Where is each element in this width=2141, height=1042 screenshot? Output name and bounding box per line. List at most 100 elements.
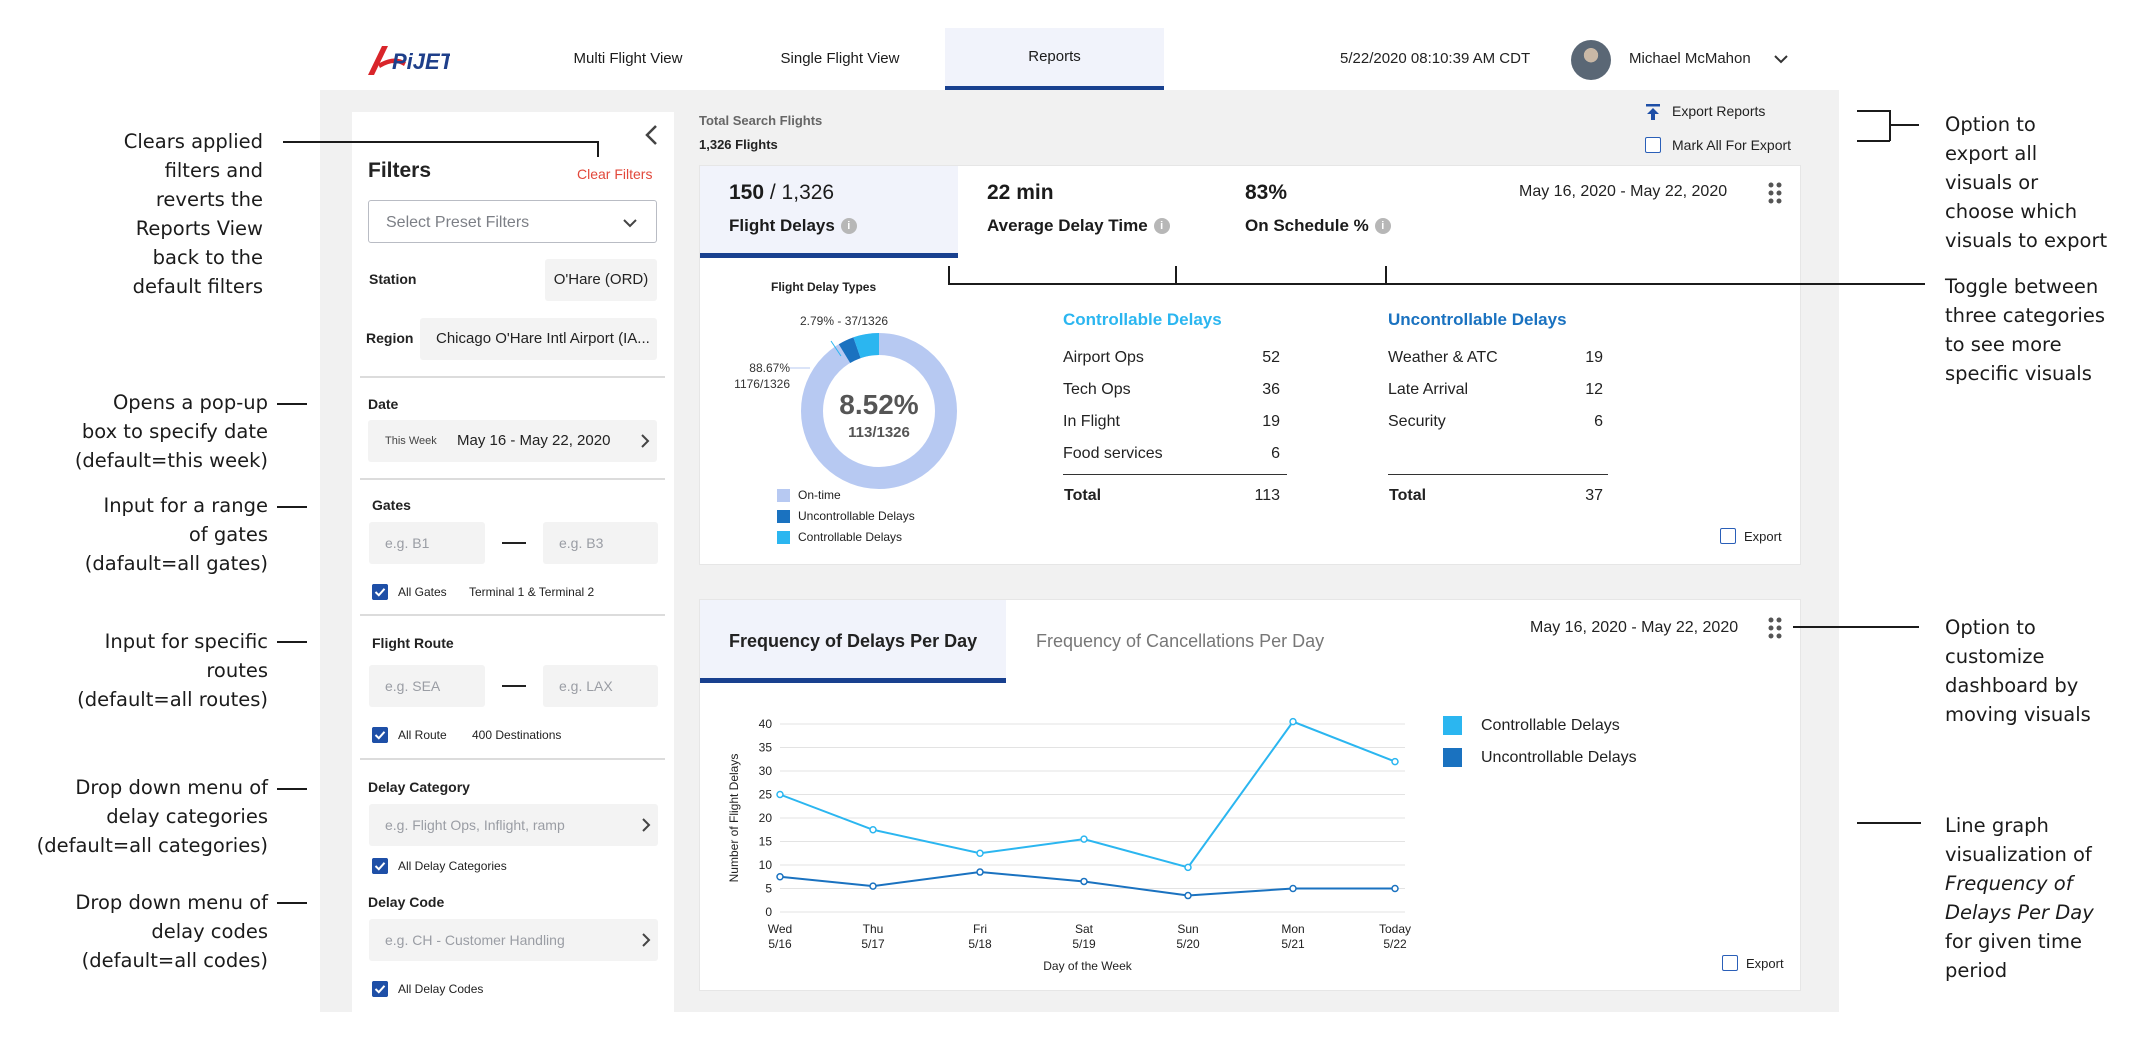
- export-label: Export: [1744, 529, 1782, 544]
- clear-filters-button[interactable]: Clear Filters: [577, 166, 653, 182]
- chevron-down-icon[interactable]: [1773, 52, 1789, 66]
- y-tick-label: 10: [759, 858, 773, 872]
- delay-code-placeholder: e.g. CH - Customer Handling: [385, 932, 565, 948]
- route-note: 400 Destinations: [472, 728, 562, 742]
- drag-handle-icon[interactable]: [1767, 181, 1783, 205]
- delay-category-placeholder: e.g. Flight Ops, Inflight, ramp: [385, 817, 565, 833]
- total-search-value: 1,326 Flights: [699, 137, 778, 152]
- annotation-leader: [1857, 110, 1890, 112]
- gates-from-input[interactable]: e.g. B1: [369, 522, 485, 564]
- chevron-right-icon: [642, 818, 651, 832]
- donut-center-pct: 8.52%: [839, 389, 919, 420]
- gates-to-input[interactable]: e.g. B3: [543, 522, 658, 564]
- tab-delays-per-day[interactable]: [700, 600, 1006, 683]
- user-name[interactable]: Michael McMahon: [1629, 50, 1751, 67]
- all-gates-label: All Gates: [398, 585, 447, 599]
- uncontrollable-total-label: Total: [1389, 487, 1427, 504]
- mark-all-checkbox[interactable]: [1645, 137, 1661, 153]
- preset-filters-select[interactable]: Select Preset Filters: [368, 200, 657, 243]
- nav-reports[interactable]: Reports: [945, 28, 1164, 90]
- annotation-leader: [948, 283, 1925, 285]
- export-reports-button[interactable]: Export Reports: [1672, 103, 1766, 119]
- tab-flight-delays[interactable]: [700, 166, 958, 258]
- export-checkbox[interactable]: [1720, 528, 1736, 544]
- delay-donut-chart: [790, 332, 957, 489]
- x-axis-label: Day of the Week: [1043, 959, 1132, 973]
- data-point: [1391, 884, 1399, 893]
- delay-category-dropdown[interactable]: e.g. Flight Ops, Inflight, ramp: [369, 804, 658, 846]
- x-tick-label: 5/21: [1281, 937, 1305, 951]
- x-tick-label: 5/18: [968, 937, 992, 951]
- drag-handle-icon[interactable]: [1767, 616, 1783, 640]
- annotation-leader: [597, 141, 599, 157]
- data-point: [776, 873, 784, 881]
- donut-label-left-pct: 88.67%: [749, 361, 790, 375]
- region-label: Region: [366, 330, 414, 346]
- mark-all-label: Mark All For Export: [1672, 137, 1792, 153]
- collapse-sidebar-icon[interactable]: [643, 124, 661, 146]
- annotation-gates: Input for a range of gates (dafault=all ga…: [84, 494, 268, 575]
- export-icon[interactable]: [1645, 103, 1661, 121]
- donut-label-top: 2.79% - 37/1326: [800, 314, 889, 328]
- tab-average-delay[interactable]: Average Delay Time i: [987, 216, 1170, 236]
- info-icon: i: [1374, 218, 1391, 234]
- nav-single-flight-view[interactable]: Single Flight View: [780, 50, 900, 67]
- x-tick-label: 5/19: [1072, 937, 1096, 951]
- controllable-row-value: 19: [1262, 413, 1280, 430]
- data-point: [1184, 863, 1192, 872]
- x-tick-label: Sun: [1177, 922, 1198, 936]
- tab-on-schedule[interactable]: On Schedule % i: [1245, 216, 1391, 236]
- avg-delay-value: 22 min: [987, 181, 1054, 204]
- station-label: Station: [369, 271, 417, 287]
- preset-filters-placeholder: Select Preset Filters: [386, 214, 530, 231]
- delay-code-dropdown[interactable]: e.g. CH - Customer Handling: [369, 919, 658, 961]
- all-route-checkbox[interactable]: [372, 727, 388, 743]
- chart-legend-swatch-controllable: [1443, 716, 1462, 735]
- all-delay-categories-checkbox[interactable]: [372, 858, 388, 874]
- divider: [360, 478, 665, 480]
- nav-multi-flight-view[interactable]: Multi Flight View: [573, 50, 683, 67]
- region-value[interactable]: Chicago O'Hare Intl Airport (IA...: [420, 318, 657, 360]
- x-tick-label: Thu: [863, 922, 884, 936]
- flight-delays-value: 150 / 1,326: [729, 181, 835, 204]
- gates-note: Terminal 1 & Terminal 2: [469, 585, 595, 599]
- chart-legend-swatch-uncontrollable: [1443, 748, 1462, 767]
- range-dash: [502, 542, 526, 544]
- date-picker[interactable]: This Week May 16 - May 22, 2020: [368, 420, 657, 462]
- annotation-toggle: Toggle between three categories to see mor…: [1945, 275, 2105, 385]
- export-label: Export: [1746, 956, 1784, 971]
- data-point: [869, 826, 877, 834]
- annotation-routes: Input for specific routes (default=all rou…: [77, 630, 268, 711]
- flight-route-label: Flight Route: [372, 635, 454, 651]
- annotation-leader: [277, 506, 307, 508]
- apijet-logo: PiJET: [368, 46, 450, 75]
- uncontrollable-row-value: 12: [1585, 381, 1603, 398]
- annotation-leader: [277, 788, 307, 790]
- x-tick-label: 5/16: [768, 937, 792, 951]
- route-from-input[interactable]: e.g. SEA: [369, 665, 485, 707]
- controllable-row-value: 36: [1262, 381, 1280, 398]
- data-point: [1391, 757, 1399, 766]
- annotation-leader: [1793, 626, 1919, 628]
- all-gates-checkbox[interactable]: [372, 584, 388, 600]
- frequency-card-date-range: May 16, 2020 - May 22, 2020: [1530, 619, 1739, 636]
- controllable-row-label: Tech Ops: [1063, 381, 1131, 398]
- data-point: [976, 868, 984, 876]
- svg-text:PiJET: PiJET: [392, 49, 450, 74]
- tab-cancellations-per-day[interactable]: Frequency of Cancellations Per Day: [1036, 631, 1325, 651]
- route-to-input[interactable]: e.g. LAX: [543, 665, 658, 707]
- data-point: [1080, 835, 1088, 843]
- uncontrollable-row-label: Weather & ATC: [1388, 349, 1498, 366]
- export-checkbox[interactable]: [1722, 955, 1738, 971]
- station-value[interactable]: O'Hare (ORD): [545, 259, 657, 301]
- all-delay-codes-checkbox[interactable]: [372, 981, 388, 997]
- annotation-codes: Drop down menu of delay codes (default=all…: [75, 891, 268, 972]
- legend-label-ontime: On-time: [798, 488, 841, 502]
- filters-title: Filters: [368, 159, 432, 182]
- controllable-title: Controllable Delays: [1063, 310, 1222, 329]
- x-tick-label: 5/17: [861, 937, 885, 951]
- data-point: [1080, 877, 1088, 886]
- all-delay-codes-label: All Delay Codes: [398, 982, 484, 996]
- avatar[interactable]: [1571, 40, 1611, 80]
